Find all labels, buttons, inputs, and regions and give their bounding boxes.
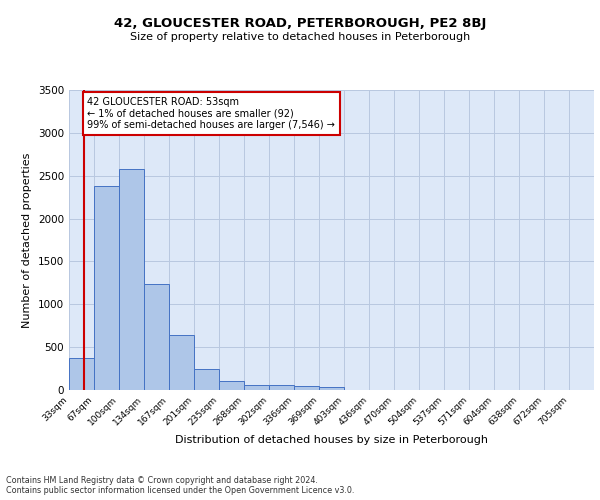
Bar	[94, 186, 119, 390]
Bar	[194, 368, 219, 390]
Bar	[319, 386, 344, 390]
Text: Size of property relative to detached houses in Peterborough: Size of property relative to detached ho…	[130, 32, 470, 42]
X-axis label: Distribution of detached houses by size in Peterborough: Distribution of detached houses by size …	[175, 436, 488, 446]
Text: 42 GLOUCESTER ROAD: 53sqm
← 1% of detached houses are smaller (92)
99% of semi-d: 42 GLOUCESTER ROAD: 53sqm ← 1% of detach…	[88, 97, 335, 130]
Y-axis label: Number of detached properties: Number of detached properties	[22, 152, 32, 328]
Bar	[294, 386, 319, 390]
Bar	[244, 385, 269, 390]
Bar	[219, 382, 244, 390]
Bar	[119, 169, 144, 390]
Text: 42, GLOUCESTER ROAD, PETERBOROUGH, PE2 8BJ: 42, GLOUCESTER ROAD, PETERBOROUGH, PE2 8…	[114, 18, 486, 30]
Bar	[144, 284, 169, 390]
Bar	[269, 386, 294, 390]
Bar	[69, 358, 94, 390]
Text: Contains HM Land Registry data © Crown copyright and database right 2024.
Contai: Contains HM Land Registry data © Crown c…	[6, 476, 355, 495]
Bar	[169, 335, 194, 390]
